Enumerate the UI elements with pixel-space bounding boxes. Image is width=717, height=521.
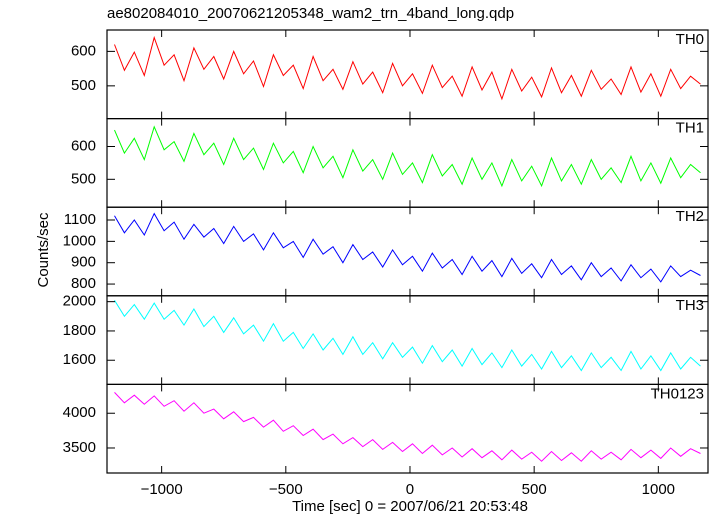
y-tick-label: 3500 (63, 439, 96, 456)
y-tick-label: 600 (71, 137, 96, 154)
x-tick-label: −500 (269, 481, 303, 498)
y-tick-label: 500 (71, 77, 96, 94)
panel-label: TH0123 (651, 385, 704, 402)
panel-label: TH0 (676, 31, 704, 48)
panel-frame (106, 29, 709, 120)
x-tick-label: 500 (522, 481, 547, 498)
y-tick-label: 1600 (63, 351, 96, 368)
y-tick-label: 2000 (63, 293, 96, 310)
x-tick-label: −1000 (141, 481, 183, 498)
y-tick-label: 800 (71, 275, 96, 292)
panel-label: TH1 (676, 120, 704, 137)
x-tick-label: 0 (406, 481, 414, 498)
panel-frame (106, 383, 709, 474)
y-tick-label: 500 (71, 170, 96, 187)
panel-frame (106, 117, 709, 208)
y-tick-label: 1100 (64, 211, 96, 228)
data-line (114, 392, 701, 462)
data-line (114, 35, 701, 101)
y-tick-label: 600 (71, 42, 96, 59)
chart-title: ae802084010_20070621205348_wam2_trn_4ban… (107, 5, 514, 22)
panel-label: TH2 (676, 208, 704, 225)
y-axis-label: Counts/sec (35, 212, 52, 288)
panel-frame (106, 295, 709, 385)
y-tick-label: 1800 (63, 322, 96, 339)
data-line (114, 125, 701, 188)
x-axis-label: Time [sec] 0 = 2007/06/21 20:53:48 (292, 498, 528, 515)
data-line (114, 212, 701, 283)
y-tick-label: 1000 (63, 232, 96, 249)
panel-frame (106, 206, 709, 297)
panel-label: TH3 (676, 297, 704, 314)
y-tick-label: 4000 (63, 404, 96, 421)
x-tick-label: 1000 (642, 481, 675, 498)
y-tick-label: 900 (71, 254, 96, 271)
data-line (114, 299, 701, 372)
